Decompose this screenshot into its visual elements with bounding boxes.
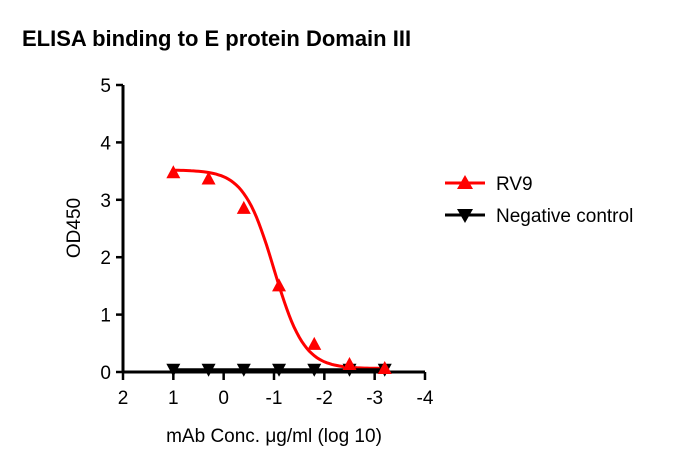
x-tick-label: 0 [218,388,229,409]
data-point-negative [236,363,251,377]
y-tick-label: 2 [100,248,111,269]
chart-title: ELISA binding to E protein Domain III [22,26,411,51]
x-tick-label: -1 [266,388,283,409]
legend-label-negative: Negative control [496,206,633,227]
data-point-rv9 [166,165,181,179]
x-tick-label: 1 [168,388,179,409]
y-tick-label: 4 [100,133,111,154]
x-tick-label: -4 [417,388,434,409]
y-tick-label: 0 [100,363,111,384]
x-tick-label: -3 [366,388,383,409]
data-point-negative [166,363,181,377]
legend-label-rv9: RV9 [496,174,533,195]
y-tick-label: 1 [100,306,111,327]
legend-marker-negative [457,209,473,223]
data-point-rv9 [307,336,322,350]
data-point-negative [307,363,322,377]
data-point-negative [201,363,216,377]
legend-marker-rv9 [457,175,473,189]
data-point-rv9 [236,200,251,214]
data-point-negative [272,363,287,377]
data-point-rv9 [377,360,392,374]
data-point-rv9 [342,356,357,370]
data-point-rv9 [272,278,287,292]
x-axis-label: mAb Conc. μg/ml (log 10) [166,426,382,447]
y-tick-label: 5 [100,76,111,97]
fit-curve-rv9 [173,168,385,370]
data-point-rv9 [201,171,216,185]
y-tick-label: 3 [100,191,111,212]
x-tick-label: -2 [316,388,333,409]
legend: RV9 Negative control [445,174,633,227]
y-axis-label: OD450 [64,198,85,258]
x-tick-label: 2 [118,388,129,409]
